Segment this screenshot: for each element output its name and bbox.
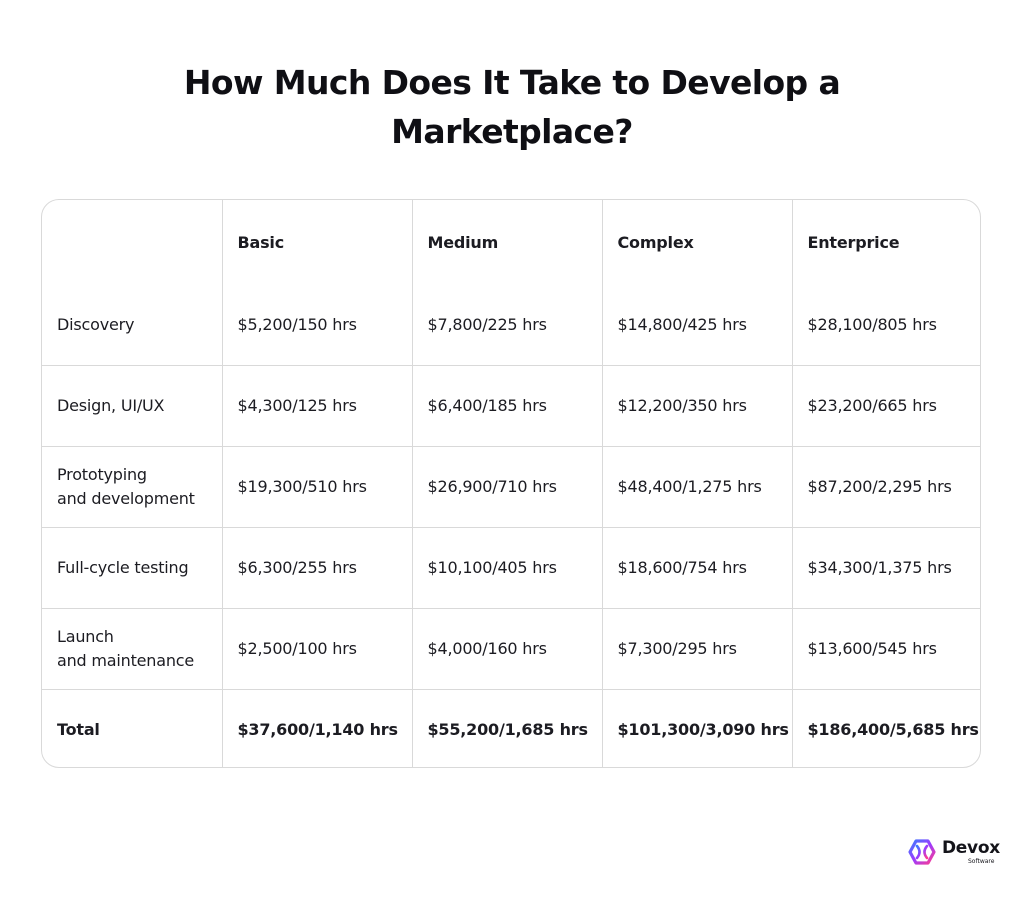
- cost-table: Basic Medium Complex Enterprice Discover…: [42, 200, 980, 767]
- table-cell: $12,200/350 hrs: [602, 365, 793, 447]
- table-header-row: Basic Medium Complex Enterprice: [42, 200, 980, 285]
- table-cell: $87,200/2,295 hrs: [792, 446, 980, 528]
- table-cell: $14,800/425 hrs: [602, 285, 793, 366]
- table-cell: $28,100/805 hrs: [792, 285, 980, 366]
- table-cell: $48,400/1,275 hrs: [602, 446, 793, 528]
- devox-logo-icon: [908, 839, 936, 865]
- table-cell: $6,300/255 hrs: [222, 527, 413, 609]
- total-cell: $37,600/1,140 hrs: [222, 689, 413, 767]
- table-cell: $13,600/545 hrs: [792, 608, 980, 690]
- table-cell: $34,300/1,375 hrs: [792, 527, 980, 609]
- column-header-basic: Basic: [222, 200, 413, 285]
- table-cell: $6,400/185 hrs: [412, 365, 603, 447]
- page-title: How Much Does It Take to Develop a Marke…: [0, 58, 1024, 156]
- table-row: Prototyping and development $19,300/510 …: [42, 446, 980, 528]
- page-title-line-2: Marketplace?: [391, 112, 633, 151]
- row-label: Prototyping and development: [42, 446, 223, 528]
- column-header-medium: Medium: [412, 200, 603, 285]
- column-header-stage: [42, 200, 223, 285]
- table-cell: $10,100/405 hrs: [412, 527, 603, 609]
- brand-tagline: Software: [968, 858, 995, 865]
- total-cell: $55,200/1,685 hrs: [412, 689, 603, 767]
- table-row: Design, UI/UX $4,300/125 hrs $6,400/185 …: [42, 365, 980, 447]
- total-row: Total $37,600/1,140 hrs $55,200/1,685 hr…: [42, 689, 980, 767]
- column-header-complex: Complex: [602, 200, 793, 285]
- table-cell: $5,200/150 hrs: [222, 285, 413, 366]
- brand-name: Devox: [942, 838, 1000, 858]
- total-cell: $101,300/3,090 hrs: [602, 689, 793, 767]
- row-label: Launch and maintenance: [42, 608, 223, 690]
- table-cell: $19,300/510 hrs: [222, 446, 413, 528]
- table-cell: $7,800/225 hrs: [412, 285, 603, 366]
- table-cell: $2,500/100 hrs: [222, 608, 413, 690]
- table-cell: $7,300/295 hrs: [602, 608, 793, 690]
- table-cell: $18,600/754 hrs: [602, 527, 793, 609]
- table-cell: $23,200/665 hrs: [792, 365, 980, 447]
- table-cell: $4,000/160 hrs: [412, 608, 603, 690]
- table-cell: $4,300/125 hrs: [222, 365, 413, 447]
- total-cell: $186,400/5,685 hrs: [807, 720, 979, 739]
- table-row: Discovery $5,200/150 hrs $7,800/225 hrs …: [42, 285, 980, 366]
- column-header-enterprice: Enterprice: [807, 232, 900, 252]
- total-label: Total: [42, 689, 223, 767]
- page-title-line-1: How Much Does It Take to Develop a: [183, 63, 841, 102]
- table-row: Launch and maintenance $2,500/100 hrs $4…: [42, 608, 980, 690]
- table-row: Full-cycle testing $6,300/255 hrs $10,10…: [42, 527, 980, 609]
- row-label: Discovery: [42, 285, 223, 366]
- cost-table-container: Basic Medium Complex Enterprice Discover…: [41, 199, 981, 768]
- row-label: Design, UI/UX: [42, 365, 223, 447]
- brand-logo: Devox Software: [908, 836, 1008, 868]
- row-label: Full-cycle testing: [42, 527, 223, 609]
- table-cell: $26,900/710 hrs: [412, 446, 603, 528]
